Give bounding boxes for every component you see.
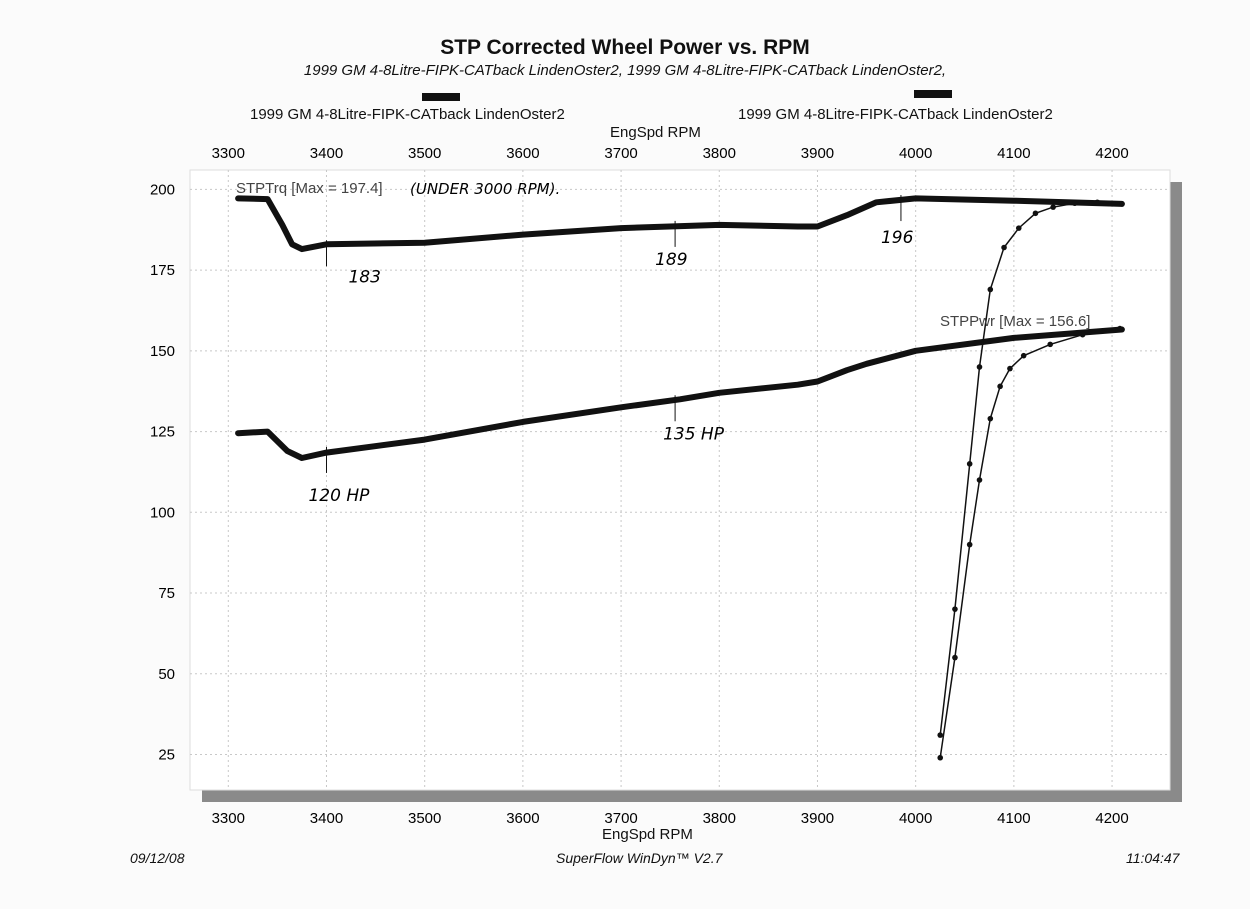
y-tick-label: 100 [150,504,175,521]
chart-title: STP Corrected Wheel Power vs. RPM [440,36,810,59]
footer-time: 11:04:47 [1126,850,1180,866]
series-3-point [1117,325,1123,332]
x-tick-label: 4200 [1095,810,1128,827]
legend-label-1: 1999 GM 4-8Litre-FIPK-CATback LindenOste… [250,106,565,123]
series-2-point [1015,225,1022,231]
x-tick-label: 3800 [703,810,736,827]
x-axis-label-top: EngSpd RPM [610,124,701,141]
x-tick-label-top: 3800 [703,145,736,162]
handwritten-annotation: 196 [881,228,914,248]
series-1-line [235,326,1125,461]
x-axis-label: EngSpd RPM [602,826,693,843]
handwritten-annotation: 135 HP [663,424,725,444]
x-tick-label-top: 4100 [997,145,1030,162]
series-3-point [976,477,983,483]
y-tick-label: 50 [158,666,175,683]
plot-area [189,169,1171,791]
series-2-point [1094,199,1101,206]
series-3-point [987,415,994,422]
handwritten-annotation: 120 HP [308,486,370,506]
legend-label-2: 1999 GM 4-8Litre-FIPK-CATback LindenOste… [738,106,1053,123]
x-tick-label: 3300 [212,810,245,827]
x-tick-label: 3700 [604,810,637,827]
torque-series-label: STPTrq [Max = 197.4] [236,180,383,197]
series-3-point [1079,331,1086,338]
series-2-point [987,286,994,293]
series-2-line [939,201,1122,736]
series-3-point [966,541,973,548]
x-tick-label-top: 3600 [506,145,539,162]
handwritten-note: (UNDER 3000 RPM). [410,180,560,198]
y-tick-label: 200 [150,181,175,198]
footer-software: SuperFlow WinDyn™ V2.7 [556,850,723,866]
x-tick-label: 4100 [997,810,1030,827]
handwritten-annotation: 183 [348,267,380,287]
y-tick-label: 150 [150,343,175,360]
x-tick-label: 3600 [506,810,539,827]
handwritten-annotation: 189 [655,250,687,270]
power-series-label: STPPwr [Max = 156.6] [940,313,1090,330]
series-3-point [1007,365,1013,372]
series-3-point [937,754,944,761]
legend-swatch-2 [914,90,952,98]
series-2-point [1032,210,1039,217]
x-tick-label: 4000 [899,810,932,827]
series-2-point [952,606,958,612]
x-tick-label-top: 3700 [604,145,637,162]
series-2-point [976,364,983,370]
x-tick-label-top: 3500 [408,145,441,162]
x-tick-label-top: 4200 [1095,145,1128,162]
series-3-point [997,383,1003,390]
y-tick-label: 25 [158,746,175,763]
series-3-point [1020,352,1027,359]
x-tick-label-top: 3400 [310,145,343,162]
chart-subtitle: 1999 GM 4-8Litre-FIPK-CATback LindenOste… [303,62,947,79]
series-3-point [1047,341,1054,348]
series-0-line [235,195,1125,253]
series-2-point [1050,204,1056,210]
x-tick-label: 3500 [408,810,441,827]
y-tick-label: 75 [158,585,175,602]
x-tick-label: 3400 [310,810,343,827]
series-2-point [966,461,973,467]
series-3-point [952,654,958,661]
series-2-point [937,732,944,738]
y-tick-label: 175 [150,262,175,279]
y-tick-label: 125 [150,424,175,441]
series-2-point [1071,200,1078,207]
x-tick-label-top: 4000 [899,145,932,162]
x-tick-label-top: 3900 [801,145,834,162]
series-2-point [1001,244,1007,251]
series-2-point [1119,201,1125,207]
legend-swatch-1 [422,93,460,101]
x-tick-label-top: 3300 [212,145,245,162]
footer-date: 09/12/08 [130,850,185,866]
x-tick-label: 3900 [801,810,834,827]
